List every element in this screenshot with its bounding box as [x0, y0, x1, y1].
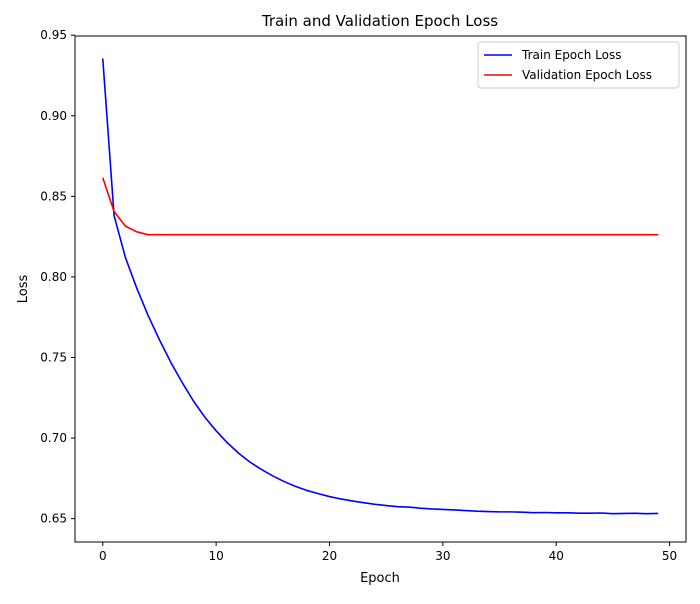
- y-tick-label: 0.85: [40, 189, 67, 203]
- legend-box: [477, 41, 680, 89]
- y-axis: 0.65 0.70 0.75 0.80 0.85 0.90 0.95: [40, 28, 75, 526]
- legend: Train Epoch Loss Validation Epoch Loss: [477, 41, 680, 89]
- y-tick-label: 0.75: [40, 350, 67, 364]
- y-tick-label: 0.70: [40, 431, 67, 445]
- y-tick-label: 0.65: [40, 512, 67, 526]
- plot-area: 0 10 20 30 40 50 0.65 0.70 0.75 0.80 0.85 0.90 0.95: [40, 28, 687, 563]
- series-line-validation: [102, 177, 659, 236]
- y-tick-label: 0.90: [40, 109, 67, 123]
- y-axis-label: Loss: [16, 275, 31, 304]
- plot-frame: [74, 35, 687, 543]
- x-tick-label: 40: [549, 549, 564, 563]
- x-tick-label: 20: [322, 549, 337, 563]
- legend-label: Validation Epoch Loss: [522, 68, 652, 82]
- legend-label: Train Epoch Loss: [521, 48, 622, 62]
- series-line-train: [101, 58, 659, 515]
- y-tick-label: 0.80: [40, 270, 67, 284]
- x-axis-label: Epoch: [360, 571, 400, 586]
- x-tick-label: 50: [662, 549, 677, 563]
- x-tick-label: 0: [99, 549, 107, 563]
- y-tick-label: 0.95: [40, 28, 67, 42]
- chart-title: Train and Validation Epoch Loss: [261, 12, 498, 30]
- x-tick-label: 30: [435, 549, 450, 563]
- x-tick-label: 10: [208, 549, 223, 563]
- series-lines: [101, 58, 659, 515]
- x-axis: 0 10 20 30 40 50: [99, 542, 677, 563]
